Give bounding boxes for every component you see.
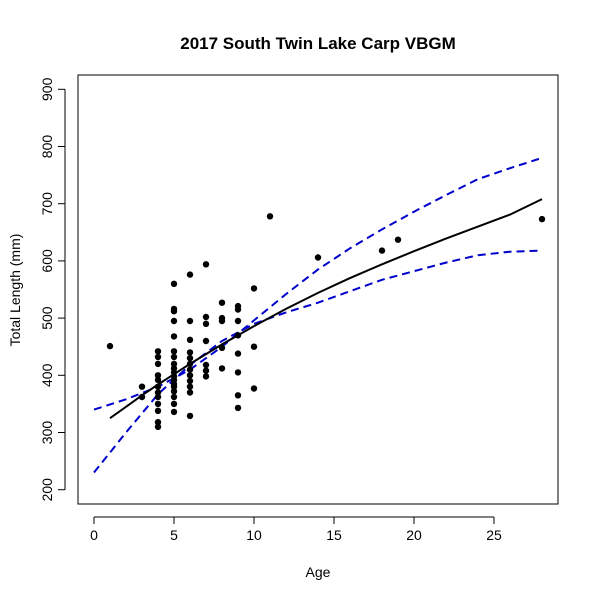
data-point <box>234 369 242 376</box>
data-point <box>202 313 210 321</box>
data-point <box>138 383 146 390</box>
data-point <box>186 349 194 356</box>
x-tick-label: 5 <box>170 527 178 543</box>
plot-frame <box>77 74 559 505</box>
y-tick-label: 800 <box>39 135 55 159</box>
x-tick-label: 25 <box>486 527 502 543</box>
data-point <box>394 236 402 243</box>
y-tick-label: 700 <box>39 192 55 216</box>
data-point <box>202 320 210 327</box>
data-point <box>154 419 162 426</box>
y-tick-label: 400 <box>39 363 55 387</box>
data-point <box>234 404 242 412</box>
data-point <box>218 344 226 351</box>
data-point <box>170 305 178 313</box>
data-point <box>378 247 386 254</box>
x-tick-label: 0 <box>90 527 98 543</box>
x-tick-label: 10 <box>246 527 262 543</box>
data-point <box>202 361 210 369</box>
x-axis: 0 5 10 15 20 25 <box>90 516 502 543</box>
data-point <box>170 400 178 408</box>
data-point <box>234 350 242 357</box>
data-point <box>154 389 162 396</box>
data-point <box>202 367 210 374</box>
data-point <box>106 342 114 350</box>
data-points <box>106 213 546 430</box>
data-point <box>154 400 162 408</box>
data-point <box>186 360 194 368</box>
data-point <box>234 332 242 339</box>
data-point <box>170 280 178 287</box>
data-point <box>250 285 258 292</box>
data-point <box>154 423 162 430</box>
data-point <box>186 377 194 385</box>
data-point <box>266 213 274 220</box>
data-point <box>202 373 210 380</box>
data-point <box>250 343 258 350</box>
data-point <box>218 314 226 322</box>
lower-confidence-band <box>93 249 543 474</box>
data-point <box>170 348 178 355</box>
data-point <box>186 317 194 325</box>
data-point <box>170 388 178 395</box>
data-point <box>154 376 162 384</box>
data-point <box>234 317 242 325</box>
data-point <box>538 215 546 223</box>
y-tick-label: 500 <box>39 306 55 330</box>
x-tick-label: 15 <box>326 527 342 543</box>
data-point <box>186 412 194 420</box>
data-point <box>186 366 194 373</box>
data-point <box>154 348 162 355</box>
data-point <box>138 393 146 401</box>
data-point <box>170 393 178 401</box>
data-point <box>186 372 194 379</box>
y-axis-label: Total Length (mm) <box>7 234 23 347</box>
fit-curve <box>109 198 543 420</box>
chart-title: 2017 South Twin Lake Carp VBGM <box>180 34 456 53</box>
y-tick-label: 900 <box>39 77 55 101</box>
data-point <box>170 365 178 372</box>
upper-confidence-band <box>93 156 543 411</box>
data-point <box>234 302 242 310</box>
data-point <box>186 271 194 278</box>
data-point <box>154 393 162 401</box>
data-point <box>170 353 178 361</box>
data-point <box>170 360 178 368</box>
data-point <box>234 392 242 399</box>
data-point <box>250 385 258 392</box>
data-point <box>186 383 194 390</box>
y-axis: 200 300 400 500 600 700 800 900 <box>39 77 66 502</box>
data-point <box>170 333 178 340</box>
data-point <box>218 299 226 306</box>
data-point <box>170 408 178 416</box>
data-point <box>202 337 210 345</box>
data-point <box>186 336 194 343</box>
x-tick-label: 20 <box>406 527 422 543</box>
y-tick-label: 300 <box>39 421 55 445</box>
fit-curve-group <box>109 198 543 420</box>
data-point <box>218 365 226 372</box>
y-tick-label: 600 <box>39 249 55 273</box>
y-tick-label: 200 <box>39 478 55 502</box>
data-point <box>154 353 162 361</box>
confidence-bands <box>93 156 543 474</box>
data-point <box>186 389 194 396</box>
data-point <box>154 383 162 390</box>
x-axis-label: Age <box>306 564 331 580</box>
data-point <box>202 261 210 268</box>
data-point <box>170 317 178 325</box>
data-point <box>154 372 162 379</box>
data-point <box>154 360 162 368</box>
data-point <box>314 254 322 261</box>
data-point <box>154 407 162 414</box>
data-point <box>186 354 194 362</box>
